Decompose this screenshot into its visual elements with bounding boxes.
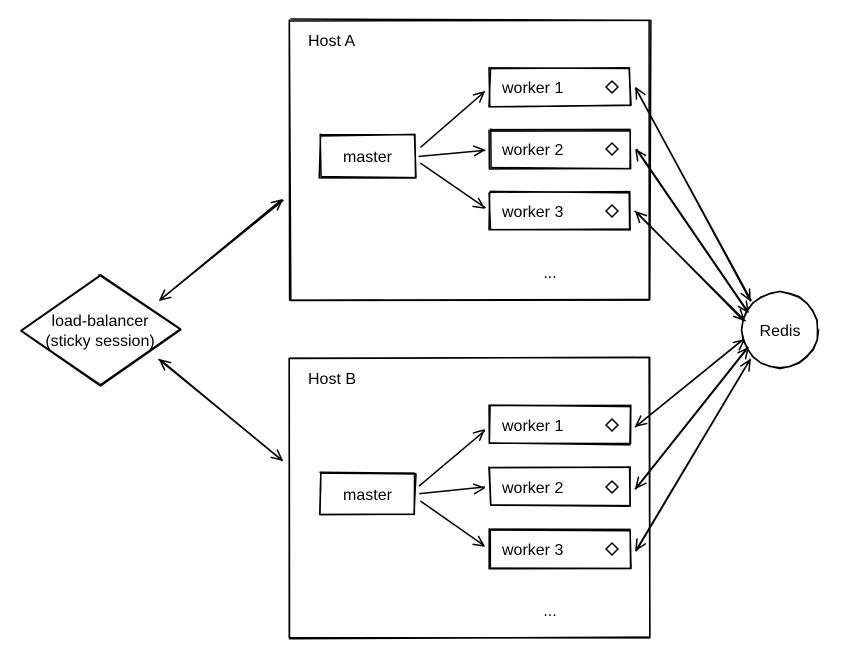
load-balancer-node	[21, 275, 181, 386]
worker-label-1-0: worker 1	[501, 418, 563, 435]
host-title-0: Host A	[308, 33, 355, 50]
load-balancer-label-2: (sticky session)	[45, 333, 154, 350]
host-ellipsis-0: ...	[543, 265, 556, 282]
edge-5	[419, 430, 484, 486]
edge-0	[160, 200, 283, 300]
redis-label: Redis	[760, 323, 801, 340]
load-balancer-label-1: load-balancer	[52, 313, 150, 330]
architecture-diagram: load-balancer (sticky session) Redis Host A…	[0, 0, 851, 658]
edge-12	[635, 347, 748, 489]
worker-label-0-0: worker 1	[501, 80, 563, 97]
host-ellipsis-1: ...	[543, 603, 556, 620]
edge-2	[421, 92, 484, 147]
edge-11	[635, 339, 744, 427]
edge-1	[159, 360, 282, 461]
master-label-1: master	[343, 487, 393, 504]
edge-4	[421, 163, 485, 208]
edge-6	[420, 484, 485, 494]
worker-label-1-2: worker 3	[501, 542, 563, 559]
worker-label-1-1: worker 2	[501, 480, 563, 497]
host-title-1: Host B	[308, 371, 356, 388]
edge-13	[636, 359, 750, 551]
edge-3	[419, 146, 484, 156]
edge-7	[421, 501, 484, 546]
worker-label-0-2: worker 3	[501, 204, 563, 221]
master-label-0: master	[343, 149, 393, 166]
worker-label-0-1: worker 2	[501, 142, 563, 159]
edge-9	[636, 149, 748, 312]
